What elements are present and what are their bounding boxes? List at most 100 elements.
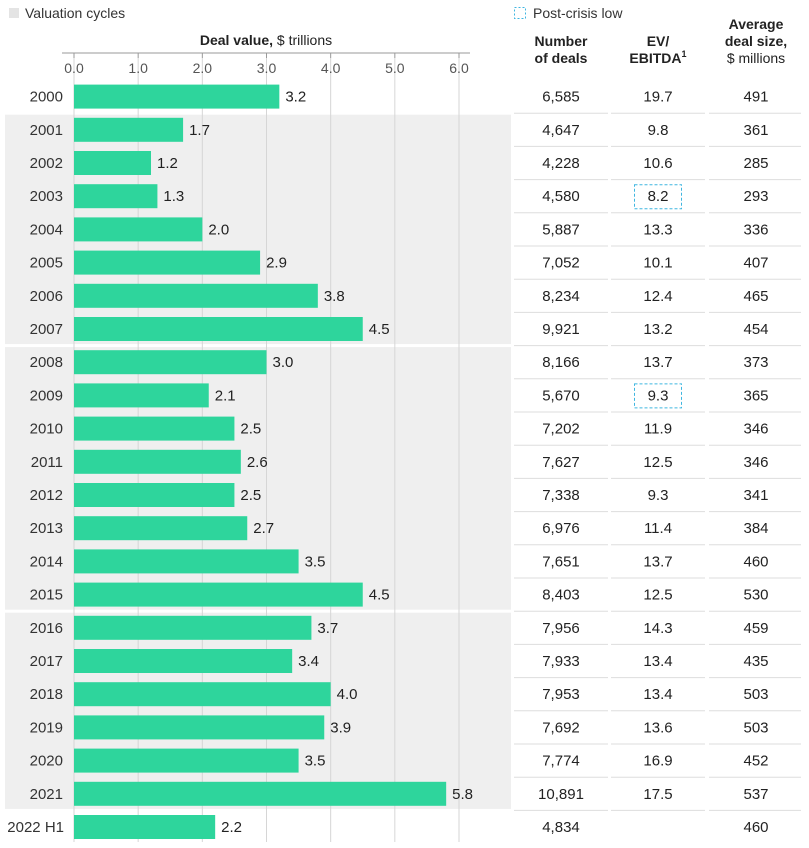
deal-value-bar (74, 682, 331, 707)
deal-value-bar (74, 217, 203, 242)
avg-deal-size-value: 460 (743, 553, 768, 570)
bar-value-label: 3.0 (273, 354, 294, 371)
ev-ebitda-value: 9.3 (648, 487, 669, 504)
deal-value-bar (74, 383, 209, 408)
bar-value-label: 4.0 (337, 686, 358, 703)
ev-ebitda-value: 13.4 (643, 686, 672, 703)
axis-title-bold: Deal value, (200, 32, 273, 48)
table-row: 2017 3.4 7,933 13.4 435 (30, 649, 769, 673)
year-label: 2015 (30, 587, 63, 604)
ev-ebitda-value: 17.5 (643, 786, 672, 803)
number-of-deals-value: 8,166 (542, 354, 580, 371)
avg-deal-size-value: 341 (743, 487, 768, 504)
ev-ebitda-value: 12.5 (643, 454, 672, 471)
table-row: 2011 2.6 7,627 12.5 346 (31, 449, 769, 474)
year-label: 2000 (30, 89, 63, 106)
avg-deal-size-value: 454 (743, 321, 768, 338)
avg-deal-size-value: 435 (743, 653, 768, 670)
number-of-deals-value: 8,234 (542, 288, 580, 305)
avg-deal-size-value: 373 (743, 354, 768, 371)
number-of-deals-value: 7,953 (542, 686, 580, 703)
deal-value-bar (74, 615, 312, 640)
deal-value-bar (74, 649, 293, 673)
deal-value-bar (74, 582, 363, 607)
year-label: 2009 (30, 387, 63, 404)
year-label: 2010 (30, 421, 63, 438)
avg-deal-size-value: 503 (743, 686, 768, 703)
year-label: 2005 (30, 255, 63, 272)
year-label: 2014 (30, 553, 63, 570)
deal-value-bar (74, 781, 447, 806)
ev-ebitda-value: 13.7 (643, 354, 672, 371)
ev-ebitda-value: 14.3 (643, 620, 672, 637)
year-label: 2004 (30, 221, 63, 238)
year-label: 2022 H1 (7, 819, 64, 836)
number-of-deals-value: 7,627 (542, 454, 580, 471)
table-row: 2003 1.3 4,580 8.2 293 (30, 184, 769, 210)
number-of-deals-value: 7,933 (542, 653, 580, 670)
header-avg-deal-size-2: deal size, (725, 33, 787, 49)
ev-ebitda-value: 11.9 (644, 421, 672, 438)
avg-deal-size-value: 530 (743, 587, 768, 604)
ev-ebitda-value: 10.6 (643, 155, 672, 172)
header-ev-ebitda-text: EBITDA (629, 50, 681, 66)
table-row: 2008 3.0 8,166 13.7 373 (30, 350, 769, 375)
tick-label: 3.0 (257, 60, 277, 76)
ev-ebitda-value: 13.2 (643, 321, 672, 338)
avg-deal-size-value: 346 (743, 421, 768, 438)
valuation-cycle-band (5, 612, 511, 809)
number-of-deals-value: 7,651 (542, 553, 580, 570)
avg-deal-size-value: 452 (743, 753, 768, 770)
header-number-of-deals-2: of deals (535, 50, 588, 66)
year-label: 2007 (30, 321, 63, 338)
year-label: 2006 (30, 288, 63, 305)
ev-ebitda-value: 9.8 (648, 122, 669, 139)
bar-value-label: 3.7 (317, 620, 338, 637)
deal-value-bar (74, 416, 235, 441)
deal-value-bar (74, 516, 248, 541)
avg-deal-size-value: 346 (743, 454, 768, 471)
avg-deal-size-value: 460 (743, 819, 768, 836)
number-of-deals-value: 8,403 (542, 587, 580, 604)
table-row: 2006 3.8 8,234 12.4 465 (30, 283, 769, 308)
number-of-deals-value: 6,585 (542, 89, 580, 106)
bar-value-label: 3.2 (285, 89, 306, 106)
deal-value-bar (74, 449, 241, 474)
number-of-deals-value: 4,228 (542, 155, 580, 172)
year-label: 2001 (30, 122, 63, 139)
ev-ebitda-value: 12.5 (643, 587, 672, 604)
header-avg-deal-size-3: $ millions (727, 50, 785, 66)
table-row: 2022 H1 2.2 4,834 460 (7, 815, 769, 839)
deal-value-bar (74, 715, 325, 740)
number-of-deals-value: 4,834 (542, 819, 580, 836)
header-ev-ebitda-footnote: 1 (682, 49, 687, 59)
table-row: 2002 1.2 4,228 10.6 285 (30, 151, 769, 175)
number-of-deals-value: 7,052 (542, 255, 580, 272)
valuation-cycles-swatch (9, 8, 19, 18)
tick-label: 6.0 (449, 60, 469, 76)
ev-ebitda-value: 10.1 (643, 255, 672, 272)
number-of-deals-value: 9,921 (542, 321, 580, 338)
avg-deal-size-value: 336 (743, 221, 768, 238)
deal-value-bar (74, 549, 299, 574)
header-number-of-deals-1: Number (535, 33, 588, 49)
bar-value-label: 2.9 (266, 255, 287, 272)
bar-value-label: 2.6 (247, 454, 268, 471)
table-row: 2016 3.7 7,956 14.3 459 (30, 615, 769, 640)
bar-value-label: 5.8 (452, 786, 473, 803)
bar-value-label: 3.4 (298, 653, 319, 670)
deal-value-bar (74, 117, 184, 142)
table-row: 2007 4.5 9,921 13.2 454 (30, 317, 769, 341)
bar-value-label: 2.1 (215, 387, 236, 404)
table-row: 2019 3.9 7,692 13.6 503 (30, 715, 769, 740)
deal-value-bar (74, 483, 235, 507)
number-of-deals-value: 7,956 (542, 620, 580, 637)
table-row: 2020 3.5 7,774 16.9 452 (30, 748, 769, 773)
ev-ebitda-value: 11.4 (644, 520, 672, 537)
avg-deal-size-value: 293 (743, 188, 768, 205)
tick-label: 2.0 (193, 60, 213, 76)
bar-value-label: 3.9 (330, 719, 351, 736)
year-label: 2017 (30, 653, 63, 670)
year-label: 2013 (30, 520, 63, 537)
